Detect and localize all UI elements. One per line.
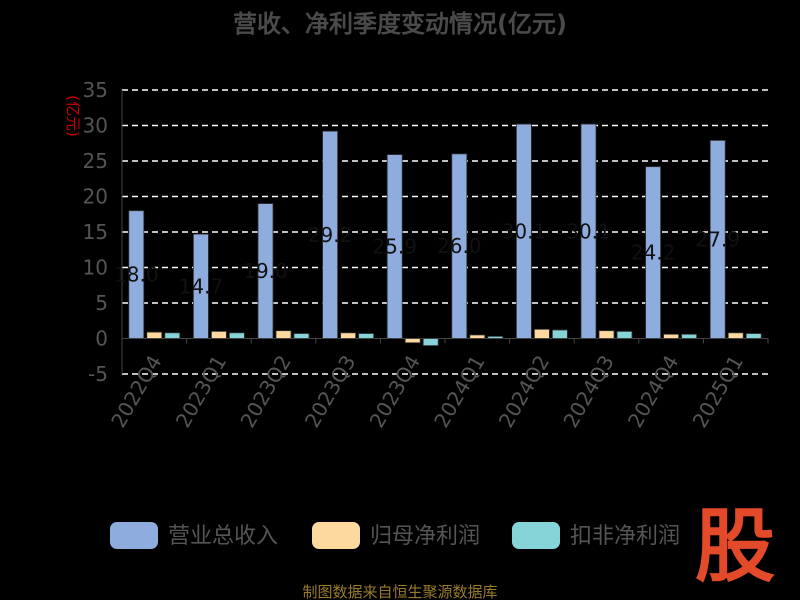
- y-axis-label: (亿元): [64, 95, 82, 137]
- bar: [146, 331, 163, 339]
- legend-item[interactable]: 营业总收入: [110, 522, 278, 549]
- x-tick-label: 2023Q3: [300, 351, 360, 432]
- bar: [386, 154, 403, 339]
- y-tick-label: 10: [83, 256, 108, 280]
- x-tick-label: 2024Q4: [623, 351, 683, 432]
- data-label: 25.9: [372, 235, 417, 259]
- bar: [451, 153, 468, 339]
- legend-item[interactable]: 归母净利润: [312, 522, 480, 549]
- bar: [534, 328, 550, 339]
- bar: [228, 332, 245, 339]
- x-tick-label: 2024Q2: [494, 351, 554, 432]
- bar: [645, 166, 661, 339]
- data-label: 18.0: [114, 263, 159, 287]
- bar: [598, 330, 615, 339]
- y-tick-label: 15: [83, 220, 108, 244]
- bar: [516, 123, 532, 339]
- data-label: 29.2: [308, 223, 353, 247]
- bar: [340, 332, 357, 339]
- data-label: 27.9: [695, 227, 740, 251]
- legend-item[interactable]: 扣非净利润: [512, 522, 680, 549]
- y-tick-label: 20: [83, 185, 108, 209]
- bar: [128, 210, 145, 339]
- bar: [552, 329, 568, 339]
- bar: [192, 233, 209, 339]
- y-tick-label: 0: [95, 327, 108, 351]
- legend[interactable]: 营业总收入 归母净利润 扣非净利润: [110, 522, 680, 549]
- bar: [580, 123, 597, 339]
- legend-label: 扣非净利润: [570, 524, 680, 549]
- x-tick-label: 2023Q4: [365, 351, 425, 432]
- legend-swatch: [312, 522, 360, 549]
- y-tick-label: 5: [95, 291, 108, 315]
- bar: [257, 203, 274, 339]
- data-label: 26.0: [437, 234, 482, 258]
- x-tick-label: 2023Q2: [235, 351, 295, 432]
- y-tick-label: -5: [88, 362, 108, 386]
- x-tick-label: 2024Q1: [429, 351, 489, 432]
- bar: [358, 333, 375, 339]
- y-tick-label: 35: [83, 78, 108, 102]
- bar: [469, 334, 486, 339]
- y-tick-label: 30: [83, 114, 108, 138]
- bar: [422, 338, 439, 346]
- data-label: 24.2: [631, 241, 676, 265]
- x-tick-label: 2023Q1: [171, 351, 231, 432]
- source-footer: 制图数据来自恒生聚源数据库: [302, 583, 497, 600]
- bar: [275, 330, 292, 339]
- legend-label: 营业总收入: [168, 524, 278, 549]
- bar: [681, 333, 697, 339]
- x-tick-label: 2022Q4: [106, 351, 166, 432]
- bars: 18.0 14.7 19.0 29.2 25.9 26.0 30.1 30.1 24.2 27.9: [114, 123, 762, 346]
- bar: [322, 130, 339, 339]
- data-label: 14.7: [179, 274, 224, 298]
- bar: [404, 338, 421, 344]
- chart-title: 营收、净利季度变动情况(亿元): [233, 10, 567, 38]
- legend-swatch: [512, 522, 560, 549]
- legend-label: 归母净利润: [370, 524, 480, 549]
- bar: [616, 330, 633, 339]
- bar: [663, 333, 679, 339]
- bar: [745, 333, 762, 339]
- bar: [727, 332, 744, 339]
- bar: [709, 140, 726, 339]
- bar: [293, 333, 310, 339]
- data-label: 30.1: [566, 219, 611, 243]
- bar: [164, 332, 181, 339]
- x-tick-label: 2025Q1: [688, 351, 748, 432]
- y-tick-label: 25: [83, 149, 108, 173]
- data-label: 19.0: [243, 259, 288, 283]
- bar: [487, 335, 504, 339]
- data-label: 30.1: [502, 219, 547, 243]
- legend-swatch: [110, 522, 158, 549]
- grid-lines: [122, 89, 768, 375]
- brand-logo: 股: [695, 500, 775, 593]
- bar: [210, 330, 227, 339]
- x-tick-label: 2024Q3: [558, 351, 618, 432]
